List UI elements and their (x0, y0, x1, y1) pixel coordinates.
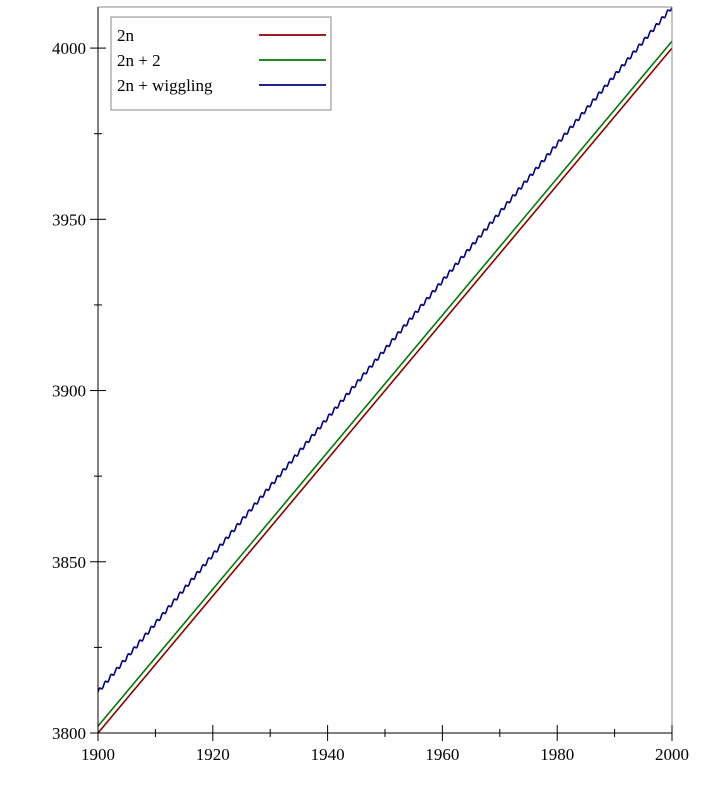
axes: 1900 1920 1940 1960 1980 2000 3800 3850 3900 3950… (52, 6, 689, 764)
x-tick-label: 1960 (425, 745, 459, 764)
y-tick-label: 3900 (52, 382, 86, 401)
legend-label: 2n + 2 (117, 51, 161, 70)
x-tick-label: 1940 (311, 745, 345, 764)
legend-label: 2n (117, 26, 135, 45)
series-line-1 (98, 47, 672, 733)
x-tick-label: 2000 (655, 745, 689, 764)
legend-box (110, 16, 332, 111)
legend-label: 2n + wiggling (117, 76, 213, 95)
y-tick-label: 3950 (52, 210, 86, 229)
x-tick-label: 1980 (540, 745, 574, 764)
legend-items: 2n 2n + 2 2n + wiggling (117, 26, 326, 95)
plot-lines (98, 7, 672, 733)
y-tick-label: 3850 (52, 553, 86, 572)
y-tick-label: 3800 (52, 724, 86, 743)
x-tick-label: 1900 (81, 745, 115, 764)
series-line-3 (98, 7, 672, 693)
series-line-2 (98, 40, 672, 727)
x-tick-label: 1920 (196, 745, 230, 764)
legend: 2n 2n + 2 2n + wiggling (110, 16, 332, 111)
y-tick-label: 4000 (52, 39, 86, 58)
